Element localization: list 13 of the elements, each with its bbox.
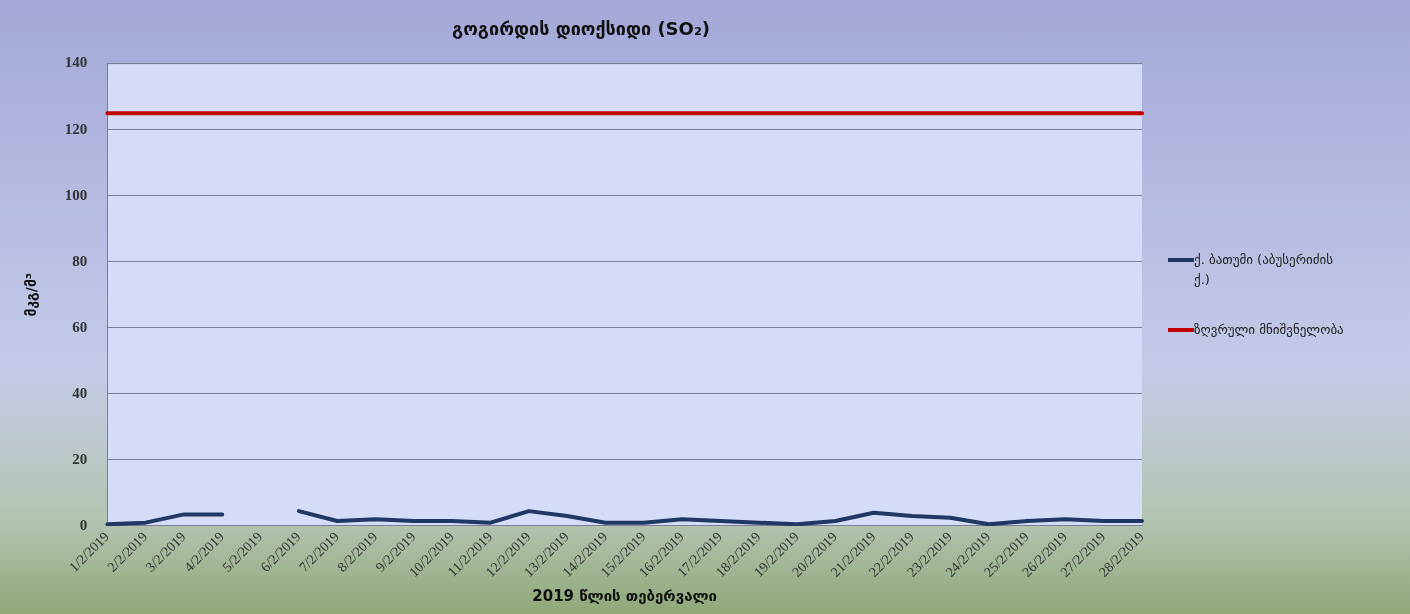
y-tick-label: 40 (72, 384, 88, 401)
y-tick-label: 120 (64, 120, 88, 137)
y-tick-label: 140 (64, 54, 88, 71)
y-tick-label: 20 (72, 450, 88, 467)
y-tick-label: 100 (64, 186, 88, 203)
chart-title: გოგირდის დიოქსიდი (SO₂) (452, 18, 710, 40)
legend-label: ქ. ბათუმი (აბუსერიძის ქ.) (1194, 251, 1335, 289)
y-tick-label: 60 (72, 318, 88, 335)
y-tick-label: 80 (72, 252, 88, 269)
x-axis-title: 2019 წლის თებერვალი (532, 586, 718, 605)
y-tick-label: 0 (79, 516, 88, 533)
y-axis-title: მკგ/მ³ (23, 272, 40, 317)
legend-label: ზღვრული მნიშვნელობა (1194, 321, 1344, 339)
